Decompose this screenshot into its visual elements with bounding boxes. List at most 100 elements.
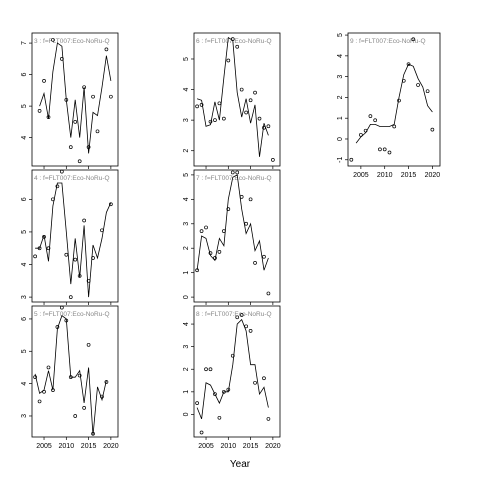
data-point	[33, 254, 37, 259]
x-tick-label: 2005	[353, 172, 369, 179]
y-tick-label: 5	[183, 173, 190, 177]
x-tick-label: 2010	[377, 172, 393, 179]
panel-frame	[193, 32, 281, 167]
x-tick-label: 2015	[243, 443, 259, 450]
data-point	[262, 254, 266, 259]
data-point	[208, 367, 213, 372]
data-point	[37, 399, 42, 404]
x-axis-title: Year	[230, 459, 251, 470]
data-point	[248, 197, 253, 202]
data-point	[349, 157, 354, 162]
y-tick-label: 6	[21, 73, 28, 77]
data-point	[213, 118, 217, 122]
data-point	[37, 108, 42, 113]
data-point	[226, 207, 231, 211]
data-point	[239, 87, 244, 92]
y-tick-label: 4	[21, 382, 28, 386]
x-tick-label: 2015	[401, 172, 417, 179]
data-point	[416, 83, 420, 87]
data-point	[271, 158, 275, 162]
data-point	[60, 305, 64, 310]
panel: 9 : f=FLT007:Eco-NoRu-Q -1 0 1 2 3 4 5 2005 2010 2…	[337, 32, 441, 179]
y-tick-label: 2	[183, 246, 190, 250]
y-tick-label: 4	[21, 136, 28, 140]
y-tick-label: 5	[21, 104, 28, 108]
panel: 7 : f=FLT007:Eco-NoRu-Q 0 1 2 3 4 5	[183, 169, 281, 305]
data-point	[199, 229, 204, 233]
data-point	[204, 367, 208, 372]
data-point	[86, 342, 91, 347]
data-point	[73, 120, 78, 124]
y-tick-label: 5	[337, 33, 344, 37]
y-tick-label: 4	[21, 262, 28, 266]
y-tick-label: 4	[183, 197, 190, 201]
data-point	[248, 328, 253, 333]
data-point	[199, 430, 204, 435]
fit-line	[196, 318, 269, 420]
data-point	[425, 89, 430, 94]
data-point	[60, 169, 64, 174]
data-point	[222, 116, 226, 121]
fit-line	[355, 63, 433, 144]
data-point	[257, 116, 262, 121]
panel: 6 : f=FLT007:Eco-NoRu-Q 2 3 4 5	[183, 32, 281, 169]
data-point	[109, 94, 113, 99]
data-point	[217, 415, 222, 420]
data-point	[359, 132, 363, 137]
data-point	[406, 62, 411, 67]
data-point	[248, 98, 253, 103]
y-tick-label: 3	[183, 118, 190, 122]
y-tick-label: 2	[183, 149, 190, 153]
y-tick-label: 5	[183, 57, 190, 61]
y-tick-label: 4	[183, 88, 190, 92]
data-point	[73, 257, 78, 262]
data-point	[82, 218, 86, 223]
data-point	[266, 417, 271, 421]
data-point	[195, 401, 199, 405]
x-tick-label: 2020	[103, 443, 119, 450]
fit-line	[35, 182, 112, 298]
y-tick-label: 2	[183, 367, 190, 371]
data-point	[235, 44, 240, 49]
data-point	[46, 365, 51, 370]
data-point	[230, 353, 235, 358]
x-tick-label: 2005	[36, 443, 52, 450]
fit-line	[34, 315, 107, 436]
data-point	[387, 150, 392, 155]
fit-line	[39, 42, 112, 154]
data-point	[51, 38, 55, 42]
data-point	[199, 103, 204, 107]
y-tick-label: 0	[183, 295, 190, 299]
y-tick-label: 0	[183, 412, 190, 416]
data-point	[68, 145, 73, 149]
fit-line	[196, 36, 269, 157]
data-point	[226, 58, 231, 63]
y-tick-label: 4	[337, 54, 344, 58]
y-tick-label: 3	[337, 75, 344, 79]
y-tick-label: 6	[21, 317, 28, 321]
data-point	[73, 414, 78, 418]
data-point	[42, 79, 46, 83]
data-point	[378, 147, 382, 152]
data-point	[253, 261, 257, 265]
x-tick-label: 2020	[265, 443, 281, 450]
data-point	[373, 118, 378, 123]
data-point	[239, 313, 244, 317]
data-point	[204, 225, 208, 230]
data-point	[392, 124, 397, 129]
y-tick-label: 1	[183, 271, 190, 275]
panel-frame	[31, 169, 119, 303]
data-point	[235, 315, 240, 320]
data-point	[77, 373, 82, 378]
panel-title: 8 : f=FLT007:Eco-NoRu-Q	[196, 311, 272, 318]
x-tick-label: 2010	[59, 443, 75, 450]
data-point	[382, 147, 387, 152]
data-point	[213, 392, 217, 396]
panel-title: 9 : f=FLT007:Eco-NoRu-Q	[350, 38, 426, 45]
data-point	[368, 114, 373, 118]
data-point	[91, 94, 95, 99]
data-point	[46, 246, 51, 251]
y-tick-label: 5	[21, 349, 28, 353]
data-point	[64, 252, 69, 257]
